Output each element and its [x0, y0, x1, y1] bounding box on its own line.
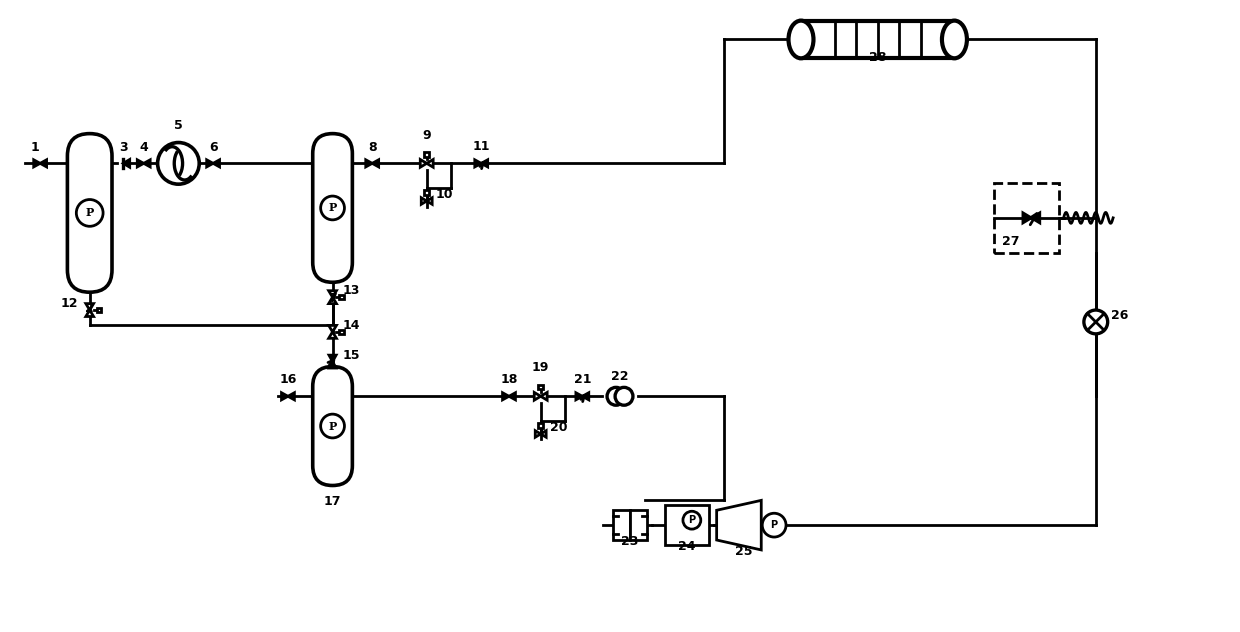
Text: 22: 22	[611, 370, 629, 384]
Text: 11: 11	[472, 140, 490, 154]
Text: 7: 7	[329, 292, 337, 305]
Text: 18: 18	[500, 374, 517, 386]
FancyBboxPatch shape	[67, 133, 112, 292]
Bar	[424, 190, 429, 195]
Polygon shape	[123, 159, 130, 167]
Polygon shape	[717, 501, 761, 550]
Text: 15: 15	[342, 349, 360, 362]
Polygon shape	[541, 430, 546, 437]
FancyBboxPatch shape	[312, 133, 352, 283]
Text: 5: 5	[174, 119, 182, 131]
Text: P: P	[688, 515, 696, 525]
Bar	[97, 308, 100, 312]
Bar	[994, 183, 1059, 253]
Circle shape	[321, 196, 345, 220]
Circle shape	[608, 387, 625, 405]
Polygon shape	[138, 160, 144, 167]
Polygon shape	[427, 198, 433, 204]
Polygon shape	[536, 430, 541, 437]
Polygon shape	[1023, 213, 1032, 223]
Bar	[424, 152, 429, 157]
Polygon shape	[329, 325, 336, 332]
Ellipse shape	[942, 21, 967, 58]
Polygon shape	[541, 392, 547, 400]
Text: 25: 25	[735, 545, 753, 558]
Text: 4: 4	[139, 142, 148, 154]
Bar	[340, 295, 343, 300]
Polygon shape	[534, 392, 541, 400]
Polygon shape	[420, 159, 427, 167]
Text: 16: 16	[279, 374, 296, 386]
Circle shape	[683, 511, 701, 529]
Bar	[801, 21, 955, 58]
Polygon shape	[40, 160, 47, 167]
Bar	[340, 330, 343, 334]
Polygon shape	[329, 332, 336, 338]
Polygon shape	[481, 160, 487, 167]
Text: 14: 14	[342, 319, 360, 332]
Polygon shape	[422, 198, 427, 204]
Polygon shape	[207, 160, 213, 167]
Polygon shape	[86, 303, 93, 310]
Circle shape	[77, 200, 103, 226]
Text: 8: 8	[368, 142, 377, 154]
Polygon shape	[288, 392, 294, 400]
Text: 27: 27	[1002, 234, 1019, 248]
Text: P: P	[329, 420, 337, 432]
Polygon shape	[144, 160, 150, 167]
Polygon shape	[329, 297, 336, 303]
Polygon shape	[583, 392, 589, 400]
Text: 19: 19	[532, 362, 549, 375]
Text: 12: 12	[61, 297, 78, 310]
Bar	[538, 423, 543, 428]
Polygon shape	[366, 160, 372, 167]
Polygon shape	[372, 160, 378, 167]
Text: 26: 26	[1111, 309, 1128, 322]
Circle shape	[1084, 310, 1107, 334]
Text: 2: 2	[86, 302, 94, 315]
Text: P: P	[770, 520, 777, 530]
Bar	[630, 510, 647, 540]
Text: 10: 10	[435, 188, 453, 201]
Polygon shape	[508, 392, 516, 400]
Ellipse shape	[789, 21, 813, 58]
Text: 13: 13	[342, 284, 360, 297]
Polygon shape	[1032, 213, 1040, 223]
Text: 3: 3	[119, 142, 128, 154]
Circle shape	[321, 414, 345, 438]
Text: 20: 20	[549, 421, 567, 434]
Text: 24: 24	[678, 540, 696, 553]
Bar	[538, 385, 543, 389]
Text: 9: 9	[423, 128, 432, 142]
Polygon shape	[575, 392, 583, 400]
Text: P: P	[329, 202, 337, 214]
Bar	[613, 510, 630, 540]
Text: 6: 6	[208, 142, 217, 154]
Text: 17: 17	[324, 495, 341, 508]
Text: 23: 23	[621, 535, 639, 548]
Polygon shape	[329, 291, 336, 297]
Polygon shape	[329, 362, 336, 368]
Polygon shape	[33, 160, 40, 167]
Text: P: P	[86, 207, 94, 219]
Text: 21: 21	[574, 374, 591, 386]
Polygon shape	[213, 160, 219, 167]
Text: 1: 1	[31, 142, 40, 154]
Polygon shape	[86, 310, 93, 317]
Polygon shape	[475, 160, 481, 167]
Polygon shape	[281, 392, 288, 400]
Circle shape	[763, 513, 786, 537]
Text: 28: 28	[869, 51, 887, 64]
Polygon shape	[329, 355, 336, 362]
Circle shape	[615, 387, 632, 405]
Bar	[665, 506, 709, 545]
FancyBboxPatch shape	[312, 367, 352, 485]
Polygon shape	[502, 392, 508, 400]
Polygon shape	[427, 159, 433, 167]
Circle shape	[157, 143, 200, 184]
